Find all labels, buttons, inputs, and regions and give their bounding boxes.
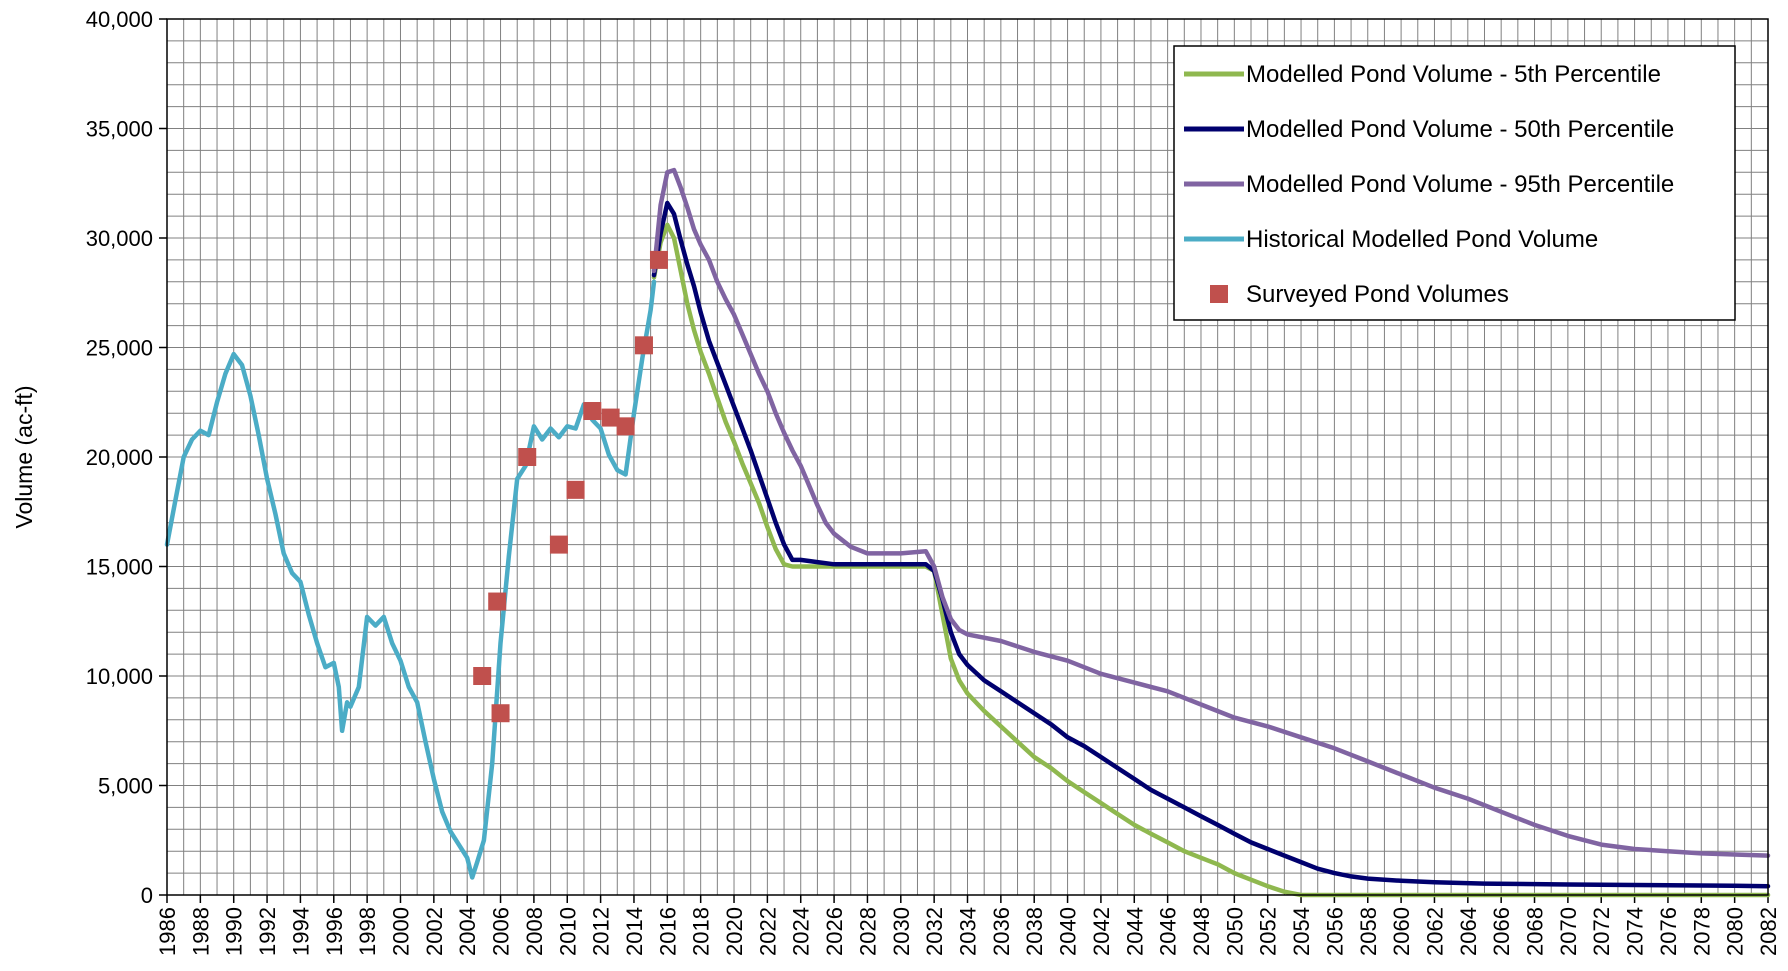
x-tick-label: 1986 bbox=[155, 907, 180, 956]
x-tick-label: 2012 bbox=[589, 907, 614, 956]
x-tick-label: 2068 bbox=[1523, 907, 1548, 956]
legend-label: Historical Modelled Pond Volume bbox=[1246, 226, 1598, 253]
x-tick-label: 2004 bbox=[455, 907, 480, 956]
y-tick-label: 10,000 bbox=[86, 664, 153, 689]
surveyed-volume-marker bbox=[488, 593, 506, 611]
y-tick-label: 25,000 bbox=[86, 336, 153, 361]
x-tick-label: 2028 bbox=[855, 907, 880, 956]
x-tick-label: 2006 bbox=[489, 907, 514, 956]
legend: Modelled Pond Volume - 5th Percentile Mod… bbox=[1174, 46, 1735, 320]
x-tick-label: 2026 bbox=[822, 907, 847, 956]
x-tick-label: 2002 bbox=[422, 907, 447, 956]
x-tick-label: 2022 bbox=[755, 907, 780, 956]
surveyed-volume-marker bbox=[635, 336, 653, 354]
legend-swatch bbox=[1210, 285, 1228, 303]
y-axis-title: Volume (ac-ft) bbox=[11, 385, 37, 528]
x-tick-label: 1998 bbox=[355, 907, 380, 956]
y-tick-label: 20,000 bbox=[86, 445, 153, 470]
x-tick-label: 2074 bbox=[1623, 907, 1648, 956]
x-tick-label: 2072 bbox=[1589, 907, 1614, 956]
surveyed-volume-marker bbox=[518, 448, 536, 466]
x-tick-label: 2064 bbox=[1456, 907, 1481, 956]
surveyed-volume-marker bbox=[492, 704, 510, 722]
x-tick-label: 2048 bbox=[1189, 907, 1214, 956]
x-tick-label: 2030 bbox=[889, 907, 914, 956]
legend-label: Surveyed Pond Volumes bbox=[1246, 281, 1509, 308]
x-tick-label: 2058 bbox=[1356, 907, 1381, 956]
x-tick-label: 2082 bbox=[1756, 907, 1781, 956]
x-tick-label: 2024 bbox=[789, 907, 814, 956]
surveyed-volume-marker bbox=[473, 667, 491, 685]
x-tick-label: 2014 bbox=[622, 907, 647, 956]
x-tick-label: 1994 bbox=[288, 907, 313, 956]
x-tick-label: 2016 bbox=[655, 907, 680, 956]
x-tick-label: 2008 bbox=[522, 907, 547, 956]
y-tick-label: 35,000 bbox=[86, 117, 153, 142]
y-tick-label: 15,000 bbox=[86, 555, 153, 580]
y-tick-label: 0 bbox=[141, 883, 153, 908]
surveyed-volume-marker bbox=[617, 417, 635, 435]
x-tick-label: 2042 bbox=[1089, 907, 1114, 956]
legend-label: Modelled Pond Volume - 5th Percentile bbox=[1246, 61, 1661, 88]
legend-label: Modelled Pond Volume - 50th Percentile bbox=[1246, 116, 1674, 143]
y-tick-label: 40,000 bbox=[86, 7, 153, 32]
x-tick-label: 2056 bbox=[1322, 907, 1347, 956]
x-tick-label: 1988 bbox=[188, 907, 213, 956]
y-axis: 0 5,000 10,000 15,000 20,000 25,000 30,000 35,0… bbox=[86, 7, 167, 908]
x-tick-label: 2050 bbox=[1222, 907, 1247, 956]
surveyed-volume-marker bbox=[650, 251, 668, 269]
x-tick-label: 2038 bbox=[1022, 907, 1047, 956]
x-axis: 1986 1988 1990 1992 1994 1996 1998 2000 2002 2004… bbox=[155, 895, 1781, 956]
x-tick-label: 2044 bbox=[1122, 907, 1147, 956]
x-tick-label: 2060 bbox=[1389, 907, 1414, 956]
surveyed-volume-marker bbox=[550, 536, 568, 554]
x-tick-label: 1992 bbox=[255, 907, 280, 956]
x-tick-label: 2046 bbox=[1156, 907, 1181, 956]
legend-label: Modelled Pond Volume - 95th Percentile bbox=[1246, 171, 1674, 198]
x-tick-label: 2034 bbox=[956, 907, 981, 956]
surveyed-volume-marker bbox=[583, 402, 601, 420]
x-tick-label: 2010 bbox=[555, 907, 580, 956]
x-tick-label: 2054 bbox=[1289, 907, 1314, 956]
series-line-historical-modelled-pond-volume bbox=[167, 282, 654, 878]
x-tick-label: 2066 bbox=[1489, 907, 1514, 956]
x-tick-label: 2076 bbox=[1656, 907, 1681, 956]
x-tick-label: 2078 bbox=[1689, 907, 1714, 956]
y-tick-label: 5,000 bbox=[98, 774, 153, 799]
x-tick-label: 1996 bbox=[322, 907, 347, 956]
x-tick-label: 2080 bbox=[1723, 907, 1748, 956]
surveyed-volume-marker bbox=[567, 481, 585, 499]
x-tick-label: 2070 bbox=[1556, 907, 1581, 956]
x-tick-label: 2000 bbox=[388, 907, 413, 956]
x-tick-label: 2040 bbox=[1056, 907, 1081, 956]
x-tick-label: 2032 bbox=[922, 907, 947, 956]
x-tick-label: 1990 bbox=[222, 907, 247, 956]
y-tick-label: 30,000 bbox=[86, 226, 153, 251]
x-tick-label: 2020 bbox=[722, 907, 747, 956]
x-tick-label: 2052 bbox=[1256, 907, 1281, 956]
x-tick-label: 2062 bbox=[1422, 907, 1447, 956]
x-tick-label: 2018 bbox=[689, 907, 714, 956]
x-tick-label: 2036 bbox=[989, 907, 1014, 956]
